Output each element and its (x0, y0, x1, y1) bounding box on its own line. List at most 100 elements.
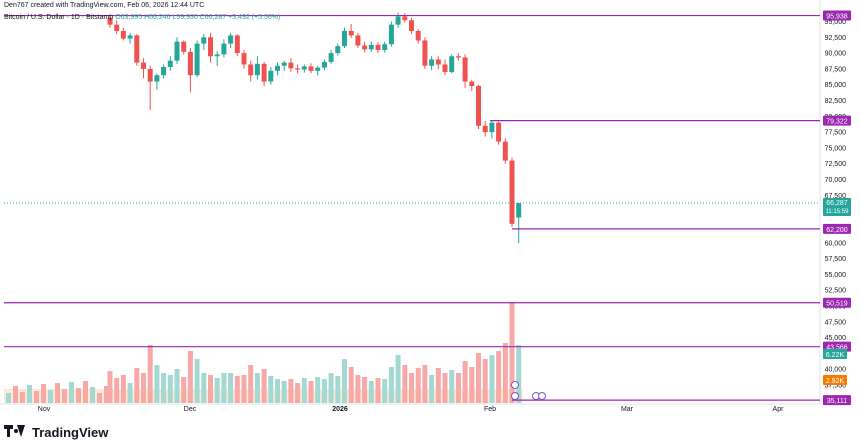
price-tick-label: 60,000 (825, 240, 847, 247)
volume-label: 6.22K (826, 352, 845, 359)
candle-body (228, 35, 234, 44)
volume-bar (516, 345, 522, 403)
volume-bar (114, 378, 120, 403)
candle-body (509, 160, 515, 224)
price-tick-label: 70,000 (825, 177, 847, 184)
volume-bar (201, 373, 207, 403)
volume-bar (55, 383, 60, 403)
volume-bar (27, 385, 32, 403)
price-tick-label: 55,000 (825, 272, 847, 279)
candle-body (496, 122, 502, 142)
volume-bar (208, 375, 213, 403)
price-tick-label: 45,000 (825, 335, 847, 342)
time-tick-label: Dec (184, 406, 197, 413)
volume-bar (449, 370, 455, 403)
price-tick-label: 77,500 (825, 130, 847, 137)
volume-bar (321, 379, 327, 403)
volume-bar (69, 382, 74, 403)
volume-bar (97, 393, 102, 403)
level-label: 62,200 (826, 227, 848, 234)
volume-label-badge (823, 375, 847, 385)
candles (107, 12, 522, 244)
volume-bar (409, 373, 414, 403)
candle-body (268, 70, 274, 82)
candle-body (201, 37, 207, 44)
candle-body (502, 141, 508, 161)
candle-body (382, 44, 388, 50)
volume-bar (362, 377, 368, 403)
candle-body (368, 44, 374, 50)
time-tick-label: Apr (773, 406, 785, 413)
volume-bar (6, 393, 11, 403)
candle-body (167, 60, 173, 68)
candle-body (395, 16, 401, 25)
volume-bar (13, 386, 18, 403)
volume-bar (214, 378, 220, 403)
symbol-legend[interactable]: Bitcoin / U.S. Dollar · 1D · Bitstamp O6… (4, 14, 280, 21)
level-label: 43,566 (826, 345, 848, 352)
ohlc-values: O63,995 H66,246 L59,930 C66,287 +3,492 (… (115, 14, 281, 21)
candle-body (127, 35, 133, 39)
candle-body (141, 62, 146, 69)
volume-bar (395, 355, 401, 403)
volume-bar (469, 367, 475, 403)
time-axis: Nov Dec 2026 Feb Mar Apr (38, 406, 784, 413)
volume-bar (134, 368, 140, 403)
price-tick-label: 85,000 (825, 82, 847, 89)
volume-bar (221, 373, 227, 403)
candle-body (482, 125, 488, 133)
volume-bar (228, 373, 234, 403)
candle-body (516, 203, 522, 218)
volume-bar (442, 373, 448, 403)
candle-body (335, 46, 341, 54)
event-marker-icon (511, 392, 519, 400)
price-tick-label: 67,500 (825, 193, 847, 200)
volume-bar (335, 376, 341, 403)
time-tick-label: Feb (484, 406, 496, 413)
candle-body (362, 45, 368, 50)
level-label-badge (823, 297, 851, 308)
price-tick-label: 40,000 (825, 367, 847, 374)
chart-grid (0, 0, 821, 405)
candle-body (315, 67, 321, 71)
candle-body (281, 62, 287, 66)
candle-body (462, 57, 468, 82)
price-tick-label: 37,500 (825, 383, 847, 390)
volume-bar (268, 376, 274, 403)
candle-body (328, 53, 334, 62)
candle-body (295, 68, 301, 70)
volume-bar (455, 373, 461, 403)
volume-bars (4, 303, 523, 403)
volume-bar (62, 389, 67, 403)
candle-body (161, 67, 167, 76)
level-label-badge (823, 395, 851, 406)
candle-body (221, 43, 227, 55)
level-label: 50,519 (826, 301, 848, 308)
event-marker-icon (538, 392, 546, 400)
volume-bar (509, 303, 515, 403)
candle-body (181, 41, 187, 52)
volume-bar (147, 345, 153, 403)
price-labels: 95,938 79,322 62,200 50,519 43,566 35,111 66,2… (511, 10, 851, 406)
candle-body (402, 16, 408, 21)
candle-body (308, 66, 314, 71)
volume-bar (348, 367, 354, 403)
time-tick-label: Nov (38, 406, 51, 413)
volume-bar (275, 379, 280, 403)
candle-body (442, 64, 448, 73)
volume-bar (254, 373, 260, 403)
volume-bar (489, 355, 495, 403)
volume-bar (248, 365, 254, 403)
volume-bar (435, 368, 441, 403)
candle-body (449, 56, 455, 73)
volume-bar (301, 378, 307, 403)
volume-bar (187, 351, 193, 403)
volume-bar (402, 365, 408, 403)
volume-bar (154, 365, 160, 403)
price-tick-label: 72,500 (825, 161, 847, 168)
volume-bar (161, 373, 167, 403)
candle-body (254, 63, 260, 76)
price-tick-label: 87,500 (825, 66, 847, 73)
tradingview-footer[interactable]: TradingView (4, 422, 108, 442)
